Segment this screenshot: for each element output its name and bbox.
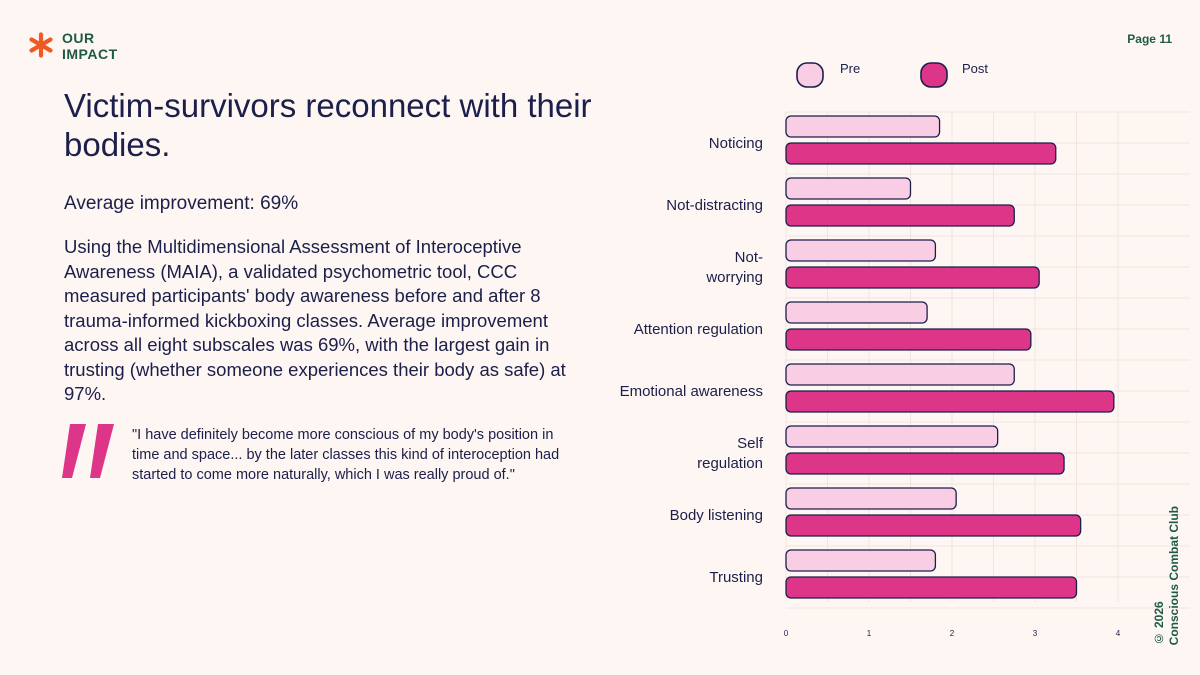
bar-pre: [785, 425, 999, 448]
average-improvement: Average improvement: 69%: [64, 193, 299, 214]
category-label: Trusting: [709, 569, 763, 586]
bar-post: [785, 142, 1057, 165]
bar-post: [785, 390, 1115, 413]
category-label: Self regulation: [697, 435, 764, 472]
legend-swatch-pre: [796, 62, 824, 88]
bar-pre: [785, 363, 1015, 386]
bar-pre: [785, 239, 937, 262]
testimonial-quote: "I have definitely become more conscious…: [132, 427, 560, 483]
bar-post: [785, 452, 1065, 475]
bar-pre: [785, 549, 937, 572]
bar-pre: [785, 301, 928, 324]
body-paragraph: Using the Multidimensional Assessment of…: [64, 236, 566, 404]
legend-swatch-post: [920, 62, 948, 88]
brand: OUR IMPACT: [28, 30, 118, 62]
x-tick-label: 0: [784, 629, 789, 638]
x-tick-label: 4: [1116, 629, 1121, 638]
x-tick-label: 1: [867, 629, 872, 638]
page-title: Victim-survivors reconnect with their bo…: [64, 87, 592, 163]
bar-pre: [785, 487, 957, 510]
legend-label-pre: Pre: [840, 61, 860, 76]
asterisk-logo-icon: [29, 32, 53, 58]
bar-post: [785, 514, 1082, 537]
copyright-year: © 2026: [1152, 600, 1166, 645]
copyright-owner: Conscious Combat Club: [1167, 505, 1181, 645]
category-label: Attention regulation: [634, 321, 763, 338]
quote-mark-icon: [62, 424, 114, 478]
category-label: Emotional awareness: [620, 383, 763, 400]
bar-post: [785, 266, 1040, 289]
legend-label-post: Post: [962, 61, 988, 76]
bar-pre: [785, 115, 941, 138]
copyright: © 2026 Conscious Combat Club: [1152, 506, 1182, 645]
category-label: Not-distracting: [666, 197, 763, 214]
brand-name: OUR IMPACT: [62, 30, 118, 62]
x-tick-label: 3: [1033, 629, 1038, 638]
bar-pre: [785, 177, 912, 200]
bar-post: [785, 204, 1015, 227]
category-label: Not-worrying: [705, 249, 763, 286]
category-label: Body listening: [670, 507, 763, 524]
brand-line-1: OUR: [62, 30, 95, 46]
bar-post: [785, 576, 1078, 599]
x-tick-label: 2: [950, 629, 955, 638]
brand-line-2: IMPACT: [62, 46, 118, 62]
category-label: Noticing: [709, 135, 763, 152]
bar-post: [785, 328, 1032, 351]
bar-chart: Pre Post Noticing Not-distracting Not-worryi…: [620, 61, 1190, 638]
page-number: Page 11: [1127, 32, 1172, 46]
